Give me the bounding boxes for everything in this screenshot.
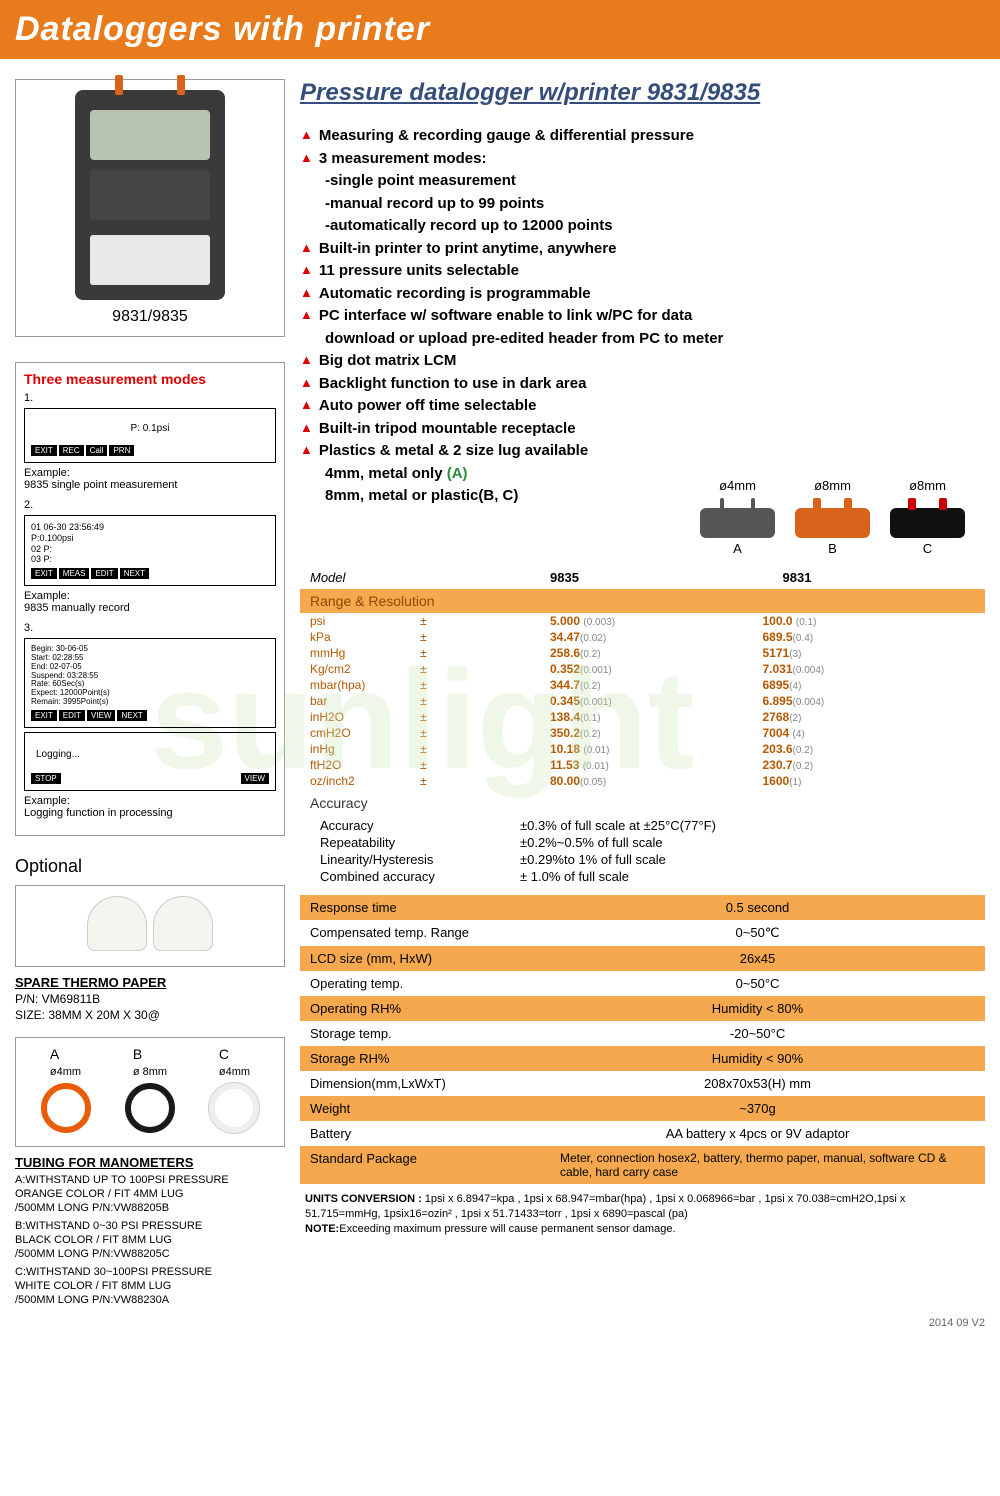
- version-footer: 2014 09 V2: [0, 1317, 1000, 1329]
- units-conversion: UNITS CONVERSION : 1psi x 6.8947=kpa , 1…: [300, 1192, 985, 1238]
- page-header: Dataloggers with printer: [0, 0, 1000, 59]
- mode-1-screen: P: 0.1psi EXITRECCallPRN: [24, 408, 276, 463]
- measurement-modes-box: Three measurement modes 1. P: 0.1psi EXI…: [15, 362, 285, 836]
- tubing-spec-b: B:WITHSTAND 0~30 PSI PRESSURE BLACK COLO…: [15, 1219, 285, 1262]
- mode-2-screen: 01 06-30 23:56:49 P:0.100psi02 P:03 P: E…: [24, 515, 276, 586]
- product-model-label: 9831/9835: [26, 308, 274, 326]
- model-9835: 9835: [510, 570, 743, 585]
- mode-3-example: Example: Logging function in processing: [24, 795, 276, 819]
- range-header: Range & Resolution: [300, 589, 985, 613]
- mode-2-example: Example: 9835 manually record: [24, 590, 276, 614]
- tubing-spec-c: C:WITHSTAND 30~100PSI PRESSURE WHITE COL…: [15, 1265, 285, 1308]
- tubing-box: Aø4mm Bø 8mm Cø4mm: [15, 1037, 285, 1147]
- right-column: Pressure datalogger w/printer 9831/9835 …: [300, 79, 985, 1307]
- paper-title: SPARE THERMO PAPER: [15, 975, 285, 990]
- paper-box: [15, 885, 285, 967]
- mode-1-num: 1.: [24, 392, 276, 404]
- device-illustration: [75, 90, 225, 300]
- modes-title: Three measurement modes: [24, 371, 276, 387]
- tubing-spec-a: A:WITHSTAND UP TO 100PSI PRESSURE ORANGE…: [15, 1173, 285, 1216]
- mode-1-example: Example: 9835 single point measurement: [24, 467, 276, 491]
- tubing-title: TUBING FOR MANOMETERS: [15, 1155, 285, 1170]
- left-column: 9831/9835 Three measurement modes 1. P: …: [15, 79, 285, 1307]
- features-list: ▲Measuring & recording gauge & different…: [300, 125, 985, 508]
- paper-pn: P/N: VM69811B: [15, 992, 285, 1006]
- tubing-ring-b: [125, 1083, 175, 1133]
- content-area: sunlight 9831/9835 Three measurement mod…: [0, 59, 1000, 1317]
- tubing-ring-c: [209, 1083, 259, 1133]
- model-label: Model: [310, 570, 510, 585]
- mode-3-logging: Logging... STOPVIEW: [24, 732, 276, 791]
- model-9831: 9831: [743, 570, 976, 585]
- main-title: Pressure datalogger w/printer 9831/9835: [300, 79, 985, 107]
- mode-2-num: 2.: [24, 499, 276, 511]
- spec-table: Model 9835 9831 Range & Resolution psi±5…: [300, 566, 985, 1184]
- product-image-box: 9831/9835: [15, 79, 285, 337]
- standard-package-row: Standard Package Meter, connection hosex…: [300, 1146, 985, 1184]
- accuracy-header: Accuracy: [300, 789, 985, 817]
- mode-3-screen: Begin: 30-06-05Start: 02:28:55End: 02-07…: [24, 638, 276, 728]
- optional-title: Optional: [15, 856, 285, 877]
- tubing-ring-a: [41, 1083, 91, 1133]
- paper-size: SIZE: 38MM X 20M X 30@: [15, 1008, 285, 1022]
- mode-3-num: 3.: [24, 622, 276, 634]
